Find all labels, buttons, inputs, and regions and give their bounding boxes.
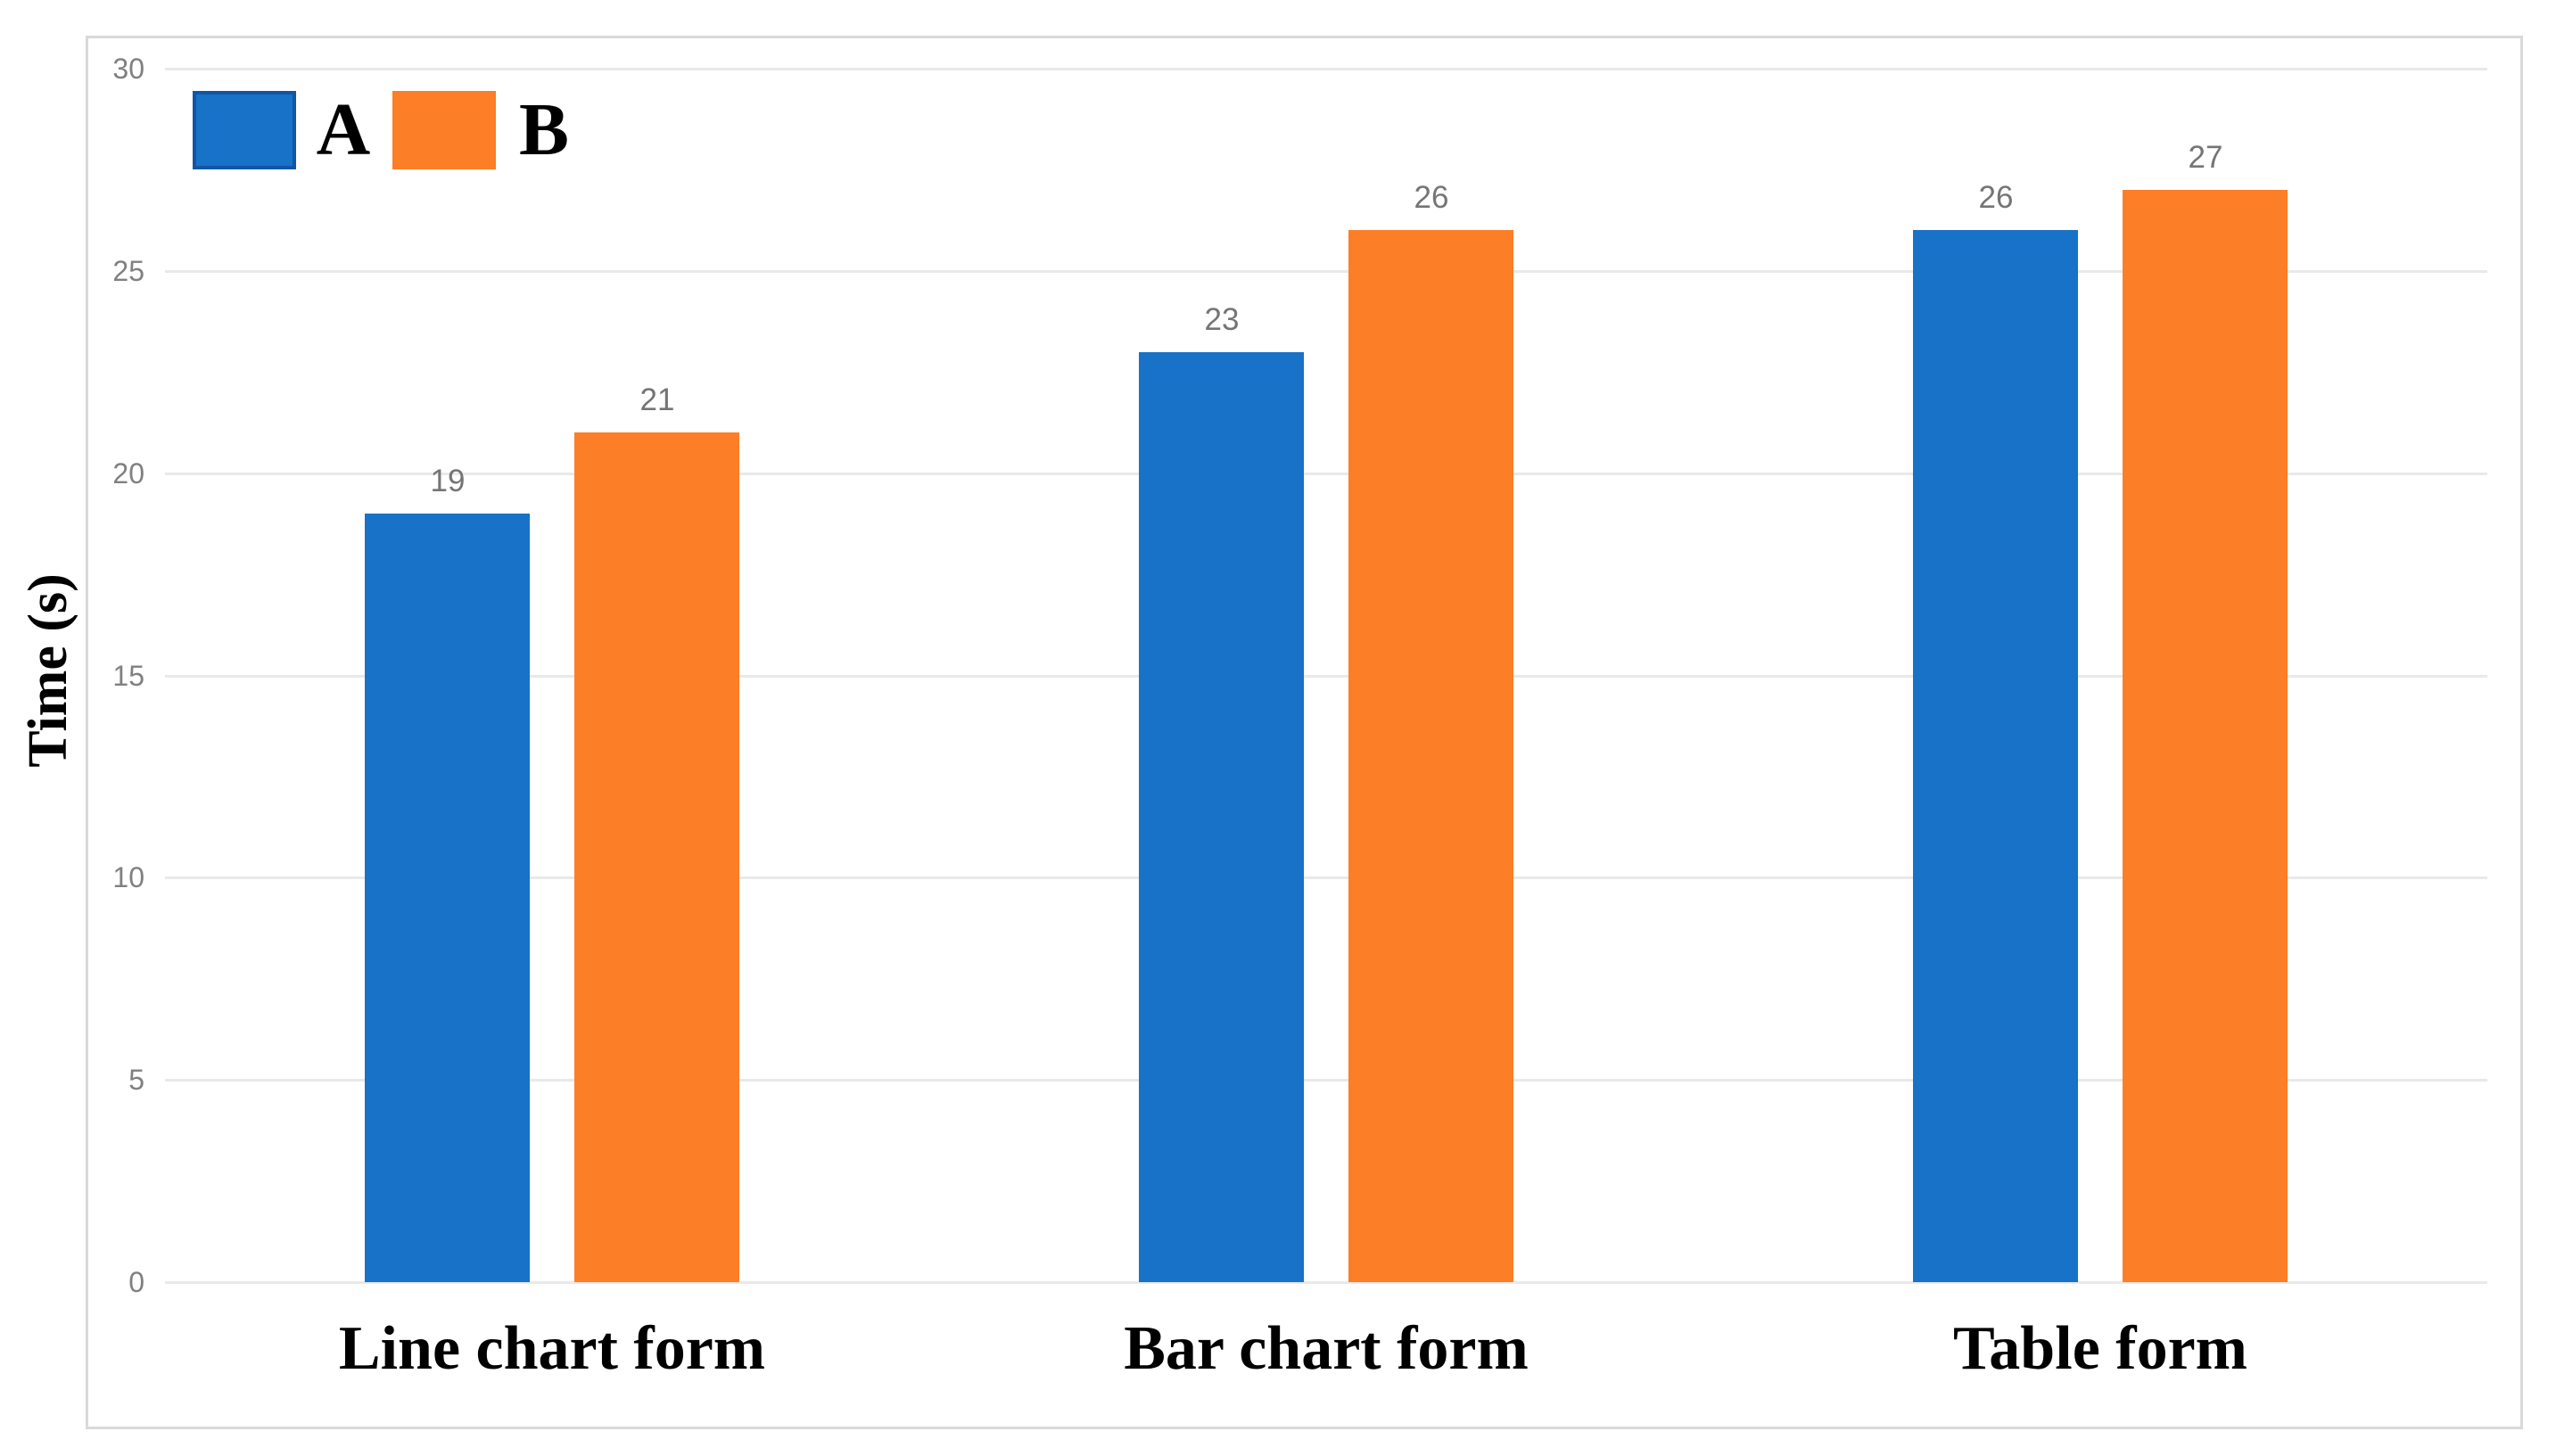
gridline-y-20 — [165, 473, 2487, 475]
bar-value-label-b-3: 27 — [2188, 140, 2223, 175]
y-tick-label-5: 5 — [128, 1064, 144, 1096]
legend-swatch-series-a — [193, 91, 296, 169]
y-tick-label-0: 0 — [128, 1266, 144, 1298]
legend-label-series-a: A — [316, 88, 371, 171]
bar-value-label-b-1: 21 — [639, 383, 675, 417]
bar-value-label-a-2: 23 — [1204, 302, 1240, 337]
y-tick-label-30: 30 — [112, 53, 144, 85]
gridline-y-0 — [165, 1281, 2487, 1284]
y-tick-label-15: 15 — [112, 660, 144, 692]
y-tick-label-20: 20 — [112, 457, 144, 489]
legend-swatch-series-b — [392, 91, 496, 169]
gridline-y-15 — [165, 675, 2487, 678]
bar-value-label-a-1: 19 — [430, 464, 466, 498]
bar-series-a-2 — [1139, 352, 1304, 1282]
gridline-y-5 — [165, 1079, 2487, 1082]
bar-series-b-2 — [1348, 230, 1513, 1282]
x-category-label-3: Table form — [1953, 1314, 2247, 1383]
y-tick-label-25: 25 — [112, 255, 144, 287]
x-category-label-1: Line chart form — [338, 1314, 766, 1383]
bar-series-b-3 — [2123, 190, 2288, 1282]
bar-series-b-1 — [574, 432, 739, 1282]
bar-value-label-a-3: 26 — [1978, 180, 2014, 215]
gridline-y-25 — [165, 270, 2487, 273]
bar-value-label-b-2: 26 — [1414, 180, 1449, 215]
gridline-y-30 — [165, 68, 2487, 70]
gridline-y-10 — [165, 876, 2487, 879]
y-tick-label-10: 10 — [112, 861, 144, 893]
legend-label-series-b: B — [518, 88, 570, 171]
x-category-label-2: Bar chart form — [1124, 1314, 1529, 1383]
bar-series-a-3 — [1913, 230, 2078, 1282]
bar-series-a-1 — [365, 514, 530, 1282]
